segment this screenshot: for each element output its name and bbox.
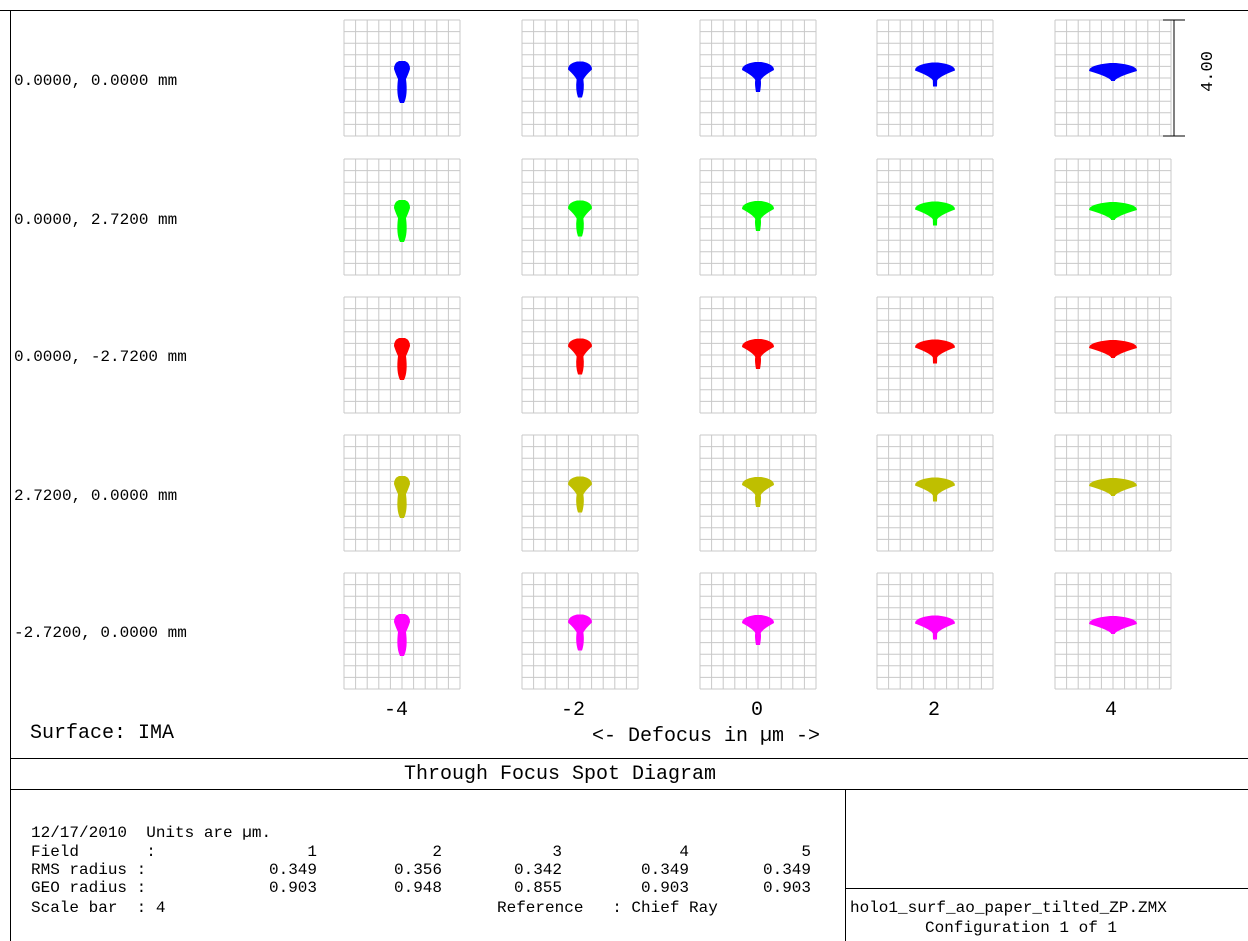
surface-label: Surface: IMA bbox=[30, 722, 175, 745]
scale-bar-info: Scale bar : 4 bbox=[31, 899, 166, 917]
defocus-tick-4: 2 bbox=[928, 699, 941, 722]
spot-field5-defocus4 bbox=[915, 615, 955, 640]
info-geo-col1: 0.903 bbox=[268, 879, 317, 897]
spot-field4-defocus5 bbox=[1089, 478, 1137, 496]
info-rms-col4: 0.349 bbox=[640, 861, 689, 879]
info-field-col1: 1 bbox=[307, 843, 317, 861]
spot-field2-defocus2 bbox=[568, 200, 592, 237]
spot-field5-defocus2 bbox=[568, 614, 592, 651]
info-field-col4: 4 bbox=[679, 843, 689, 861]
field-label-2: 0.0000, 2.7200 mm bbox=[14, 211, 178, 229]
spot-field2-defocus5 bbox=[1089, 202, 1137, 220]
configuration: Configuration 1 of 1 bbox=[925, 919, 1118, 937]
spot-field4-defocus4 bbox=[915, 477, 955, 502]
spot-field1-defocus2 bbox=[568, 61, 592, 98]
scale-bar-label: 4.00 bbox=[1198, 51, 1218, 92]
spot-field2-defocus4 bbox=[915, 201, 955, 226]
field-label-3: 0.0000, -2.7200 mm bbox=[14, 348, 187, 366]
spot-field2-defocus1 bbox=[394, 200, 410, 242]
defocus-tick-3: 0 bbox=[751, 699, 764, 722]
spot-field4-defocus1 bbox=[394, 476, 410, 518]
defocus-tick-5: 4 bbox=[1105, 699, 1118, 722]
defocus-tick-1: -4 bbox=[384, 699, 409, 722]
info-field-col5: 5 bbox=[801, 843, 811, 861]
info-geo-col5: 0.903 bbox=[762, 879, 811, 897]
reference-info: Reference : Chief Ray bbox=[497, 899, 718, 917]
info-rms-col2: 0.356 bbox=[393, 861, 442, 879]
spot-field5-defocus3 bbox=[742, 615, 774, 645]
spot-field5-defocus1 bbox=[394, 614, 410, 656]
spot-field4-defocus2 bbox=[568, 476, 592, 513]
rms-header: RMS radius : bbox=[31, 861, 147, 879]
info-geo-col4: 0.903 bbox=[640, 879, 689, 897]
defocus-axis-label: <- Defocus in µm -> bbox=[592, 725, 821, 748]
divider-title-bottom bbox=[10, 789, 1248, 790]
info-geo-col3: 0.855 bbox=[513, 879, 562, 897]
field-label-5: -2.7200, 0.0000 mm bbox=[14, 624, 187, 642]
spot-field3-defocus4 bbox=[915, 339, 955, 364]
date-units: 12/17/2010 Units are µm. bbox=[31, 824, 272, 842]
divider-filename bbox=[845, 888, 1248, 889]
spot-field3-defocus3 bbox=[742, 339, 774, 369]
info-rms-col5: 0.349 bbox=[762, 861, 811, 879]
info-field-col2: 2 bbox=[432, 843, 442, 861]
divider-info bbox=[845, 789, 846, 941]
info-field-col3: 3 bbox=[552, 843, 562, 861]
spot-field5-defocus5 bbox=[1089, 616, 1137, 634]
spot-field4-defocus3 bbox=[742, 477, 774, 507]
spot-field1-defocus1 bbox=[394, 61, 410, 103]
spot-field1-defocus5 bbox=[1089, 63, 1137, 81]
info-geo-col2: 0.948 bbox=[393, 879, 442, 897]
spot-field2-defocus3 bbox=[742, 201, 774, 231]
spot-field3-defocus5 bbox=[1089, 340, 1137, 358]
field-label-1: 0.0000, 0.0000 mm bbox=[14, 72, 178, 90]
frame-top bbox=[0, 10, 1248, 11]
geo-header: GEO radius : bbox=[31, 879, 147, 897]
spot-field1-defocus3 bbox=[742, 62, 774, 92]
info-rms-col3: 0.342 bbox=[513, 861, 562, 879]
info-rms-col1: 0.349 bbox=[268, 861, 317, 879]
spot-field1-defocus4 bbox=[915, 62, 955, 87]
spot-grid-plot bbox=[343, 19, 1185, 690]
chart-title: Through Focus Spot Diagram bbox=[404, 763, 717, 786]
spot-field3-defocus2 bbox=[568, 338, 592, 375]
divider-title-top bbox=[10, 758, 1248, 759]
defocus-tick-2: -2 bbox=[561, 699, 586, 722]
field-label-4: 2.7200, 0.0000 mm bbox=[14, 487, 178, 505]
frame-left bbox=[10, 10, 11, 941]
filename: holo1_surf_ao_paper_tilted_ZP.ZMX bbox=[850, 899, 1167, 917]
spot-field3-defocus1 bbox=[394, 338, 410, 380]
field-header: Field : bbox=[31, 843, 156, 861]
